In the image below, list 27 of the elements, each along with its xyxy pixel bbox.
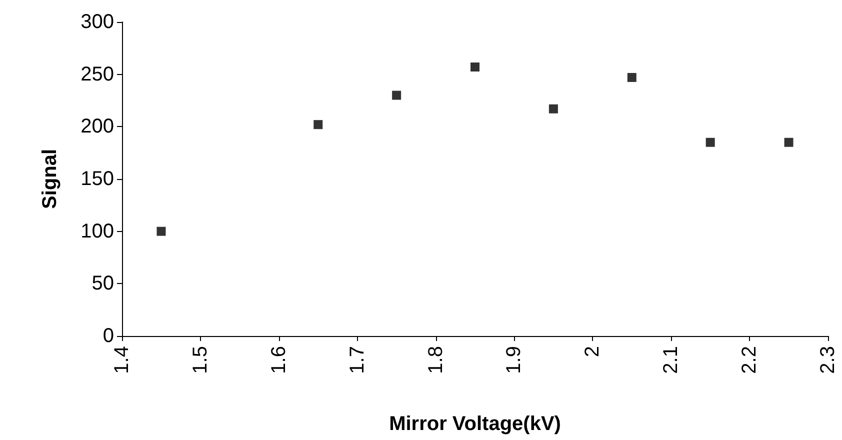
point <box>314 120 323 130</box>
point <box>548 104 558 114</box>
y-tick-label: 0 <box>102 325 114 347</box>
y-tick-label: 200 <box>80 116 114 138</box>
x-tick-label: 1.9 <box>503 346 526 374</box>
point <box>706 138 715 147</box>
y-axis-title: Signal <box>39 148 61 210</box>
y-tick-label: 100 <box>80 220 114 242</box>
point <box>784 138 794 147</box>
point <box>470 62 480 72</box>
x-tick-label: 1.4 <box>111 346 133 374</box>
x-tick-label: 2.1 <box>660 346 682 374</box>
x-tick-label: 1.5 <box>189 346 212 374</box>
point <box>156 226 166 236</box>
x-tick-label: 2 <box>582 346 604 358</box>
y-tick-label: 250 <box>80 63 114 86</box>
x-axis-title: Mirror Voltage(kV) <box>389 413 561 435</box>
y-tick-label: 50 <box>92 272 114 295</box>
y-tick-label: 300 <box>80 11 114 33</box>
x-tick-label: 1.7 <box>346 346 368 374</box>
point <box>627 72 636 82</box>
x-tick-label: 2.3 <box>817 346 839 374</box>
x-tick-label: 2.2 <box>738 346 761 374</box>
y-tick-label: 150 <box>80 168 114 190</box>
point <box>392 90 402 100</box>
x-tick-label: 1.6 <box>268 346 290 374</box>
x-tick-label: 1.8 <box>424 346 447 374</box>
